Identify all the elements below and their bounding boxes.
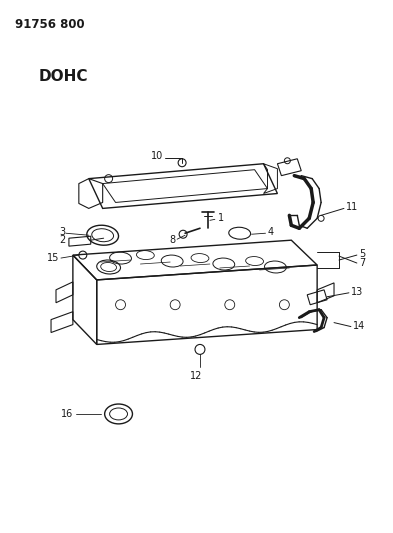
Text: 12: 12 (190, 372, 202, 381)
Text: 5: 5 (359, 249, 365, 259)
Text: 16: 16 (61, 409, 73, 419)
Text: 91756 800: 91756 800 (15, 18, 85, 31)
Text: DOHC: DOHC (39, 69, 88, 84)
Text: 2: 2 (60, 235, 66, 245)
Text: 13: 13 (351, 287, 363, 297)
Text: 3: 3 (60, 227, 66, 237)
Text: 8: 8 (169, 235, 175, 245)
Text: 15: 15 (47, 253, 59, 263)
Text: 7: 7 (359, 258, 365, 268)
Text: 10: 10 (151, 151, 163, 161)
Text: 1: 1 (218, 213, 224, 223)
Text: 14: 14 (353, 320, 365, 330)
Text: 11: 11 (346, 203, 358, 213)
Text: 4: 4 (268, 227, 274, 237)
